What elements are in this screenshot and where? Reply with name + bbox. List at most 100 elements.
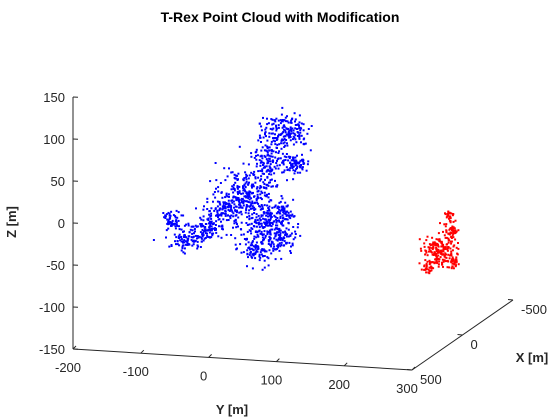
blue-point xyxy=(175,243,177,246)
blue-point xyxy=(209,180,212,183)
blue-point xyxy=(230,199,233,202)
blue-point xyxy=(266,150,269,153)
blue-point xyxy=(274,143,277,146)
blue-point xyxy=(274,248,277,251)
blue-point xyxy=(284,201,287,204)
blue-point xyxy=(296,135,299,137)
blue-point xyxy=(175,219,178,222)
blue-point xyxy=(182,230,184,233)
blue-point xyxy=(248,253,251,256)
blue-point xyxy=(223,212,226,215)
blue-point xyxy=(275,127,278,130)
blue-point xyxy=(184,234,186,237)
blue-point xyxy=(266,117,268,120)
blue-point xyxy=(235,177,237,180)
blue-point xyxy=(254,244,257,247)
blue-point xyxy=(245,207,248,210)
blue-point xyxy=(221,196,224,199)
blue-point xyxy=(260,204,263,206)
blue-point xyxy=(265,187,268,190)
blue-point xyxy=(181,246,184,249)
blue-point xyxy=(270,149,273,152)
red-point xyxy=(456,253,459,256)
blue-point xyxy=(295,168,298,171)
y-tick-mark xyxy=(276,358,280,362)
blue-point xyxy=(264,222,266,225)
blue-point xyxy=(286,214,289,217)
blue-point xyxy=(265,135,267,138)
blue-point xyxy=(287,228,290,231)
blue-point xyxy=(274,227,277,230)
blue-point xyxy=(298,121,301,124)
blue-point xyxy=(222,205,225,208)
blue-point xyxy=(263,211,266,214)
blue-point xyxy=(278,249,281,252)
blue-point xyxy=(200,218,203,221)
blue-point xyxy=(220,220,222,223)
blue-point xyxy=(280,147,283,150)
blue-point xyxy=(272,127,275,130)
red-point xyxy=(431,253,434,256)
blue-point xyxy=(257,139,260,142)
red-point xyxy=(423,268,426,271)
blue-point xyxy=(257,176,260,179)
blue-point xyxy=(262,227,265,229)
blue-point xyxy=(269,179,272,182)
blue-point xyxy=(238,190,241,193)
blue-point xyxy=(204,232,207,235)
red-point xyxy=(445,256,448,259)
blue-point xyxy=(243,189,246,192)
blue-point xyxy=(277,135,280,138)
blue-point xyxy=(199,216,202,219)
blue-point xyxy=(299,159,302,162)
chart-title: T-Rex Point Cloud with Modification xyxy=(161,9,400,25)
blue-point xyxy=(309,149,312,152)
red-point xyxy=(457,247,460,250)
blue-point xyxy=(209,229,212,232)
blue-point xyxy=(275,137,278,140)
blue-point xyxy=(255,236,258,239)
blue-point xyxy=(268,154,271,157)
x-tick-mark xyxy=(507,299,514,301)
blue-point xyxy=(280,241,283,244)
blue-point xyxy=(284,116,287,119)
blue-point xyxy=(270,118,273,121)
blue-point xyxy=(233,176,236,179)
blue-point xyxy=(265,223,268,226)
blue-point xyxy=(238,191,241,194)
blue-point xyxy=(295,159,298,162)
blue-point xyxy=(263,218,266,221)
blue-point xyxy=(230,171,233,174)
red-point xyxy=(454,261,456,264)
blue-point xyxy=(215,187,217,190)
blue-point xyxy=(278,150,281,153)
blue-point xyxy=(282,210,285,213)
blue-point xyxy=(278,227,281,230)
blue-point xyxy=(268,146,271,149)
blue-point xyxy=(208,225,211,228)
blue-point xyxy=(213,191,216,193)
blue-point xyxy=(271,132,274,135)
blue-point xyxy=(221,208,224,211)
blue-point xyxy=(301,166,304,169)
blue-point xyxy=(273,237,276,240)
blue-point xyxy=(262,217,265,220)
red-point xyxy=(428,272,431,275)
blue-point xyxy=(276,219,278,222)
blue-point xyxy=(300,141,302,144)
blue-point xyxy=(260,222,263,225)
blue-point xyxy=(262,181,265,184)
blue-point xyxy=(285,242,288,245)
blue-point xyxy=(188,243,190,246)
blue-point xyxy=(186,239,189,242)
blue-point xyxy=(275,139,278,141)
blue-point xyxy=(298,136,301,139)
blue-point xyxy=(253,195,255,198)
red-point xyxy=(448,211,451,214)
x-tick-label: 0 xyxy=(471,337,478,352)
blue-point xyxy=(210,229,213,232)
blue-point xyxy=(262,161,265,164)
blue-point xyxy=(170,210,173,213)
blue-point xyxy=(190,238,193,241)
blue-point xyxy=(267,215,269,218)
